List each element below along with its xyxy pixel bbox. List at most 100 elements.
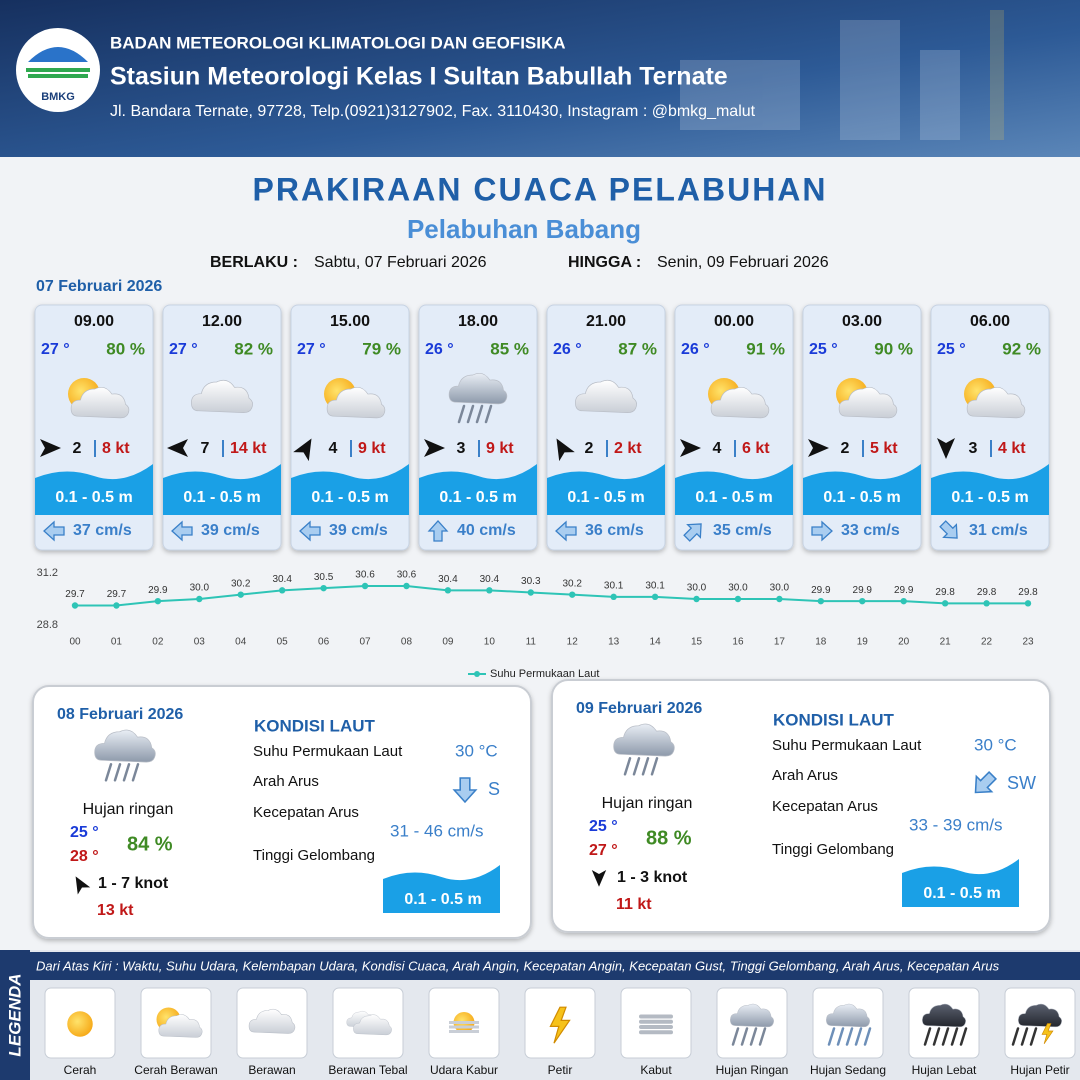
gust: 6 kt — [742, 440, 770, 457]
wind-speed: 3 — [969, 440, 978, 457]
sst-label: Suhu Permukaan Laut — [772, 737, 922, 754]
sst-point — [941, 600, 949, 607]
rain-drop — [941, 1027, 950, 1046]
sst-point — [817, 597, 825, 605]
current-speed: 33 - 39 cm/s — [909, 815, 1003, 834]
sst-point — [486, 587, 493, 594]
cloud-shape — [710, 386, 770, 419]
cloud — [191, 379, 253, 413]
wave-height: 0.1 - 0.5 m — [823, 489, 900, 506]
wave — [547, 464, 665, 515]
sst-point — [361, 582, 369, 590]
current-dir-label: Arah Arus — [253, 773, 319, 790]
weather-icon — [1011, 1003, 1062, 1046]
value-label: 30.1 — [645, 580, 665, 591]
value-label: 30.4 — [480, 574, 500, 585]
current-speed: 31 cm/s — [969, 522, 1028, 539]
legend-label: Cerah Berawan — [134, 1063, 217, 1077]
humidity: 82 % — [234, 339, 273, 358]
gust: 9 kt — [486, 440, 514, 457]
humidity: 80 % — [106, 339, 145, 358]
legend-label: Cerah — [64, 1063, 97, 1077]
weather-icon — [67, 1011, 93, 1037]
sst-point — [71, 602, 79, 609]
time: 12.00 — [202, 313, 242, 330]
wind-arrow — [424, 439, 445, 457]
humidity: 85 % — [490, 339, 529, 358]
sst-point — [444, 587, 452, 594]
time: 15.00 — [330, 313, 370, 330]
cloud-shape — [922, 1003, 966, 1028]
temperature: 27 ° — [169, 341, 198, 358]
sst-point — [776, 595, 783, 603]
rain-drop — [641, 757, 650, 776]
legend-label: Udara Kabur — [430, 1063, 498, 1077]
x-tick-label: 16 — [732, 637, 744, 648]
wind-speed: 4 — [329, 440, 338, 457]
current-arrow — [299, 520, 321, 542]
humidity: 92 % — [1002, 339, 1041, 358]
sst-point — [527, 589, 534, 596]
wind-arrow — [556, 438, 575, 462]
wind-range: 1 - 3 knot — [617, 869, 688, 886]
rain-drop — [854, 1027, 863, 1046]
y-tick-label: 31.2 — [37, 567, 58, 579]
gust: 5 kt — [870, 440, 898, 457]
humidity: 88 % — [646, 827, 692, 849]
rain-drop — [731, 1027, 740, 1046]
weather-icon — [449, 1012, 479, 1033]
sst-point — [154, 597, 162, 605]
sst-point — [237, 591, 244, 598]
current-speed: 33 cm/s — [841, 522, 900, 539]
cloud-shape — [1018, 1003, 1062, 1028]
rain-drop — [457, 404, 466, 424]
wave-height: 0.1 - 0.5 m — [183, 489, 260, 506]
temperature: 26 ° — [425, 341, 454, 358]
legend-label: Hujan Sedang — [810, 1063, 886, 1077]
weather-icon — [575, 379, 637, 413]
wave-height: 0.1 - 0.5 m — [951, 489, 1028, 506]
time: 00.00 — [714, 313, 754, 330]
sst-value: 30 °C — [455, 741, 498, 760]
wind-arrow — [75, 876, 91, 895]
cloud-shape — [613, 723, 675, 757]
cloud — [326, 386, 386, 419]
value-label: 29.8 — [1018, 587, 1038, 598]
value-label: 30.0 — [728, 583, 748, 594]
current-speed: 31 - 46 cm/s — [390, 821, 484, 840]
x-tick-label: 09 — [442, 637, 454, 648]
humidity: 91 % — [746, 339, 785, 358]
current-speed: 39 cm/s — [329, 522, 388, 539]
subtitle: Pelabuhan Babang — [407, 214, 641, 244]
x-tick-label: 23 — [1022, 637, 1034, 648]
current-arrow — [683, 523, 702, 542]
cloud-shape — [353, 1014, 392, 1036]
x-tick-label: 08 — [401, 637, 413, 648]
wind-arrow — [40, 439, 61, 457]
cloud-shape — [575, 379, 637, 413]
sst-point — [610, 593, 617, 601]
value-label: 29.8 — [935, 587, 955, 598]
x-tick-label: 14 — [650, 637, 662, 648]
legend-tab — [0, 950, 30, 1080]
current-speed-label: Kecepatan Arus — [253, 804, 359, 821]
outlook-panel: 08 Februari 2026 Hujan ringan 25 ° 28 ° 84 %… — [32, 685, 532, 939]
sst-point — [900, 597, 907, 605]
value-label: 29.9 — [853, 585, 873, 596]
weather-icon — [156, 1007, 203, 1038]
x-tick-label: 11 — [526, 637, 537, 648]
current-arrow — [974, 771, 997, 794]
value-label: 30.4 — [438, 574, 458, 585]
wave-label: Tinggi Gelombang — [253, 847, 375, 864]
cloud-shape — [191, 379, 253, 413]
value-label: 30.2 — [562, 578, 582, 589]
condition: Hujan ringan — [83, 801, 174, 818]
cloud — [448, 372, 508, 405]
temperature: 25 ° — [937, 341, 966, 358]
current-arrow — [171, 520, 193, 542]
sst-point — [693, 595, 700, 603]
sst-point — [196, 595, 203, 603]
